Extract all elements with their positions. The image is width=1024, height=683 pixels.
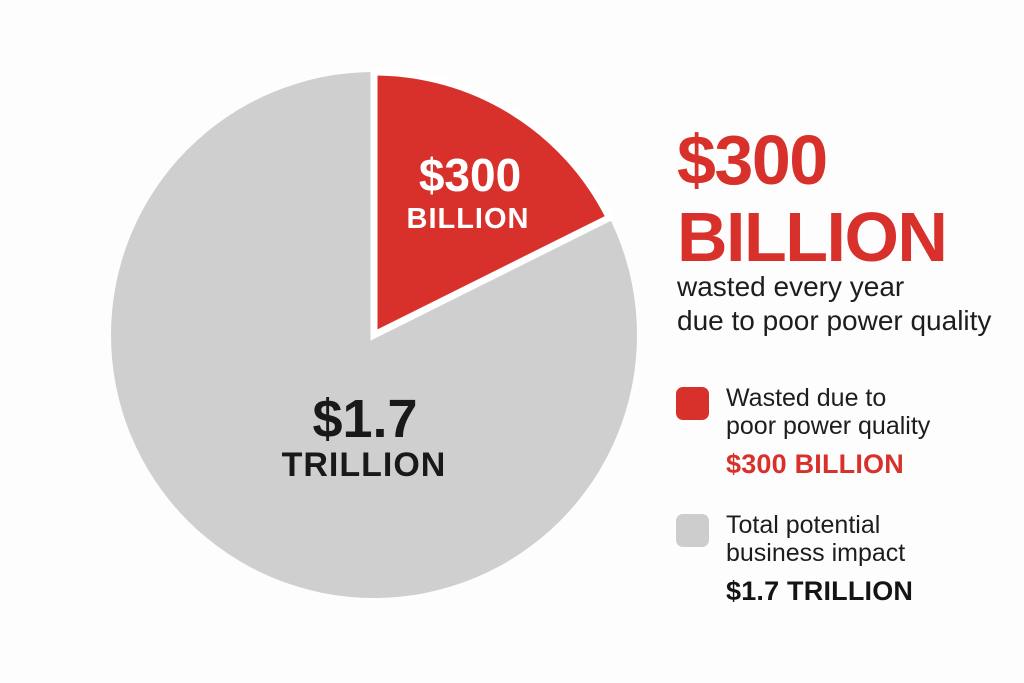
headline-unit: BILLION xyxy=(677,198,948,276)
legend-value-wasted: $300 BILLION xyxy=(726,449,904,479)
legend-text-wasted: Wasted due to poor power quality $300 BI… xyxy=(726,384,930,480)
legend-item-total: Total potential business impact $1.7 TRI… xyxy=(676,511,930,607)
legend-label-line: poor power quality xyxy=(726,412,931,440)
legend-label-line: business impact xyxy=(726,539,906,567)
pie-slice-wasted-power-quality xyxy=(370,70,615,341)
legend-text-total: Total potential business impact $1.7 TRI… xyxy=(726,511,913,607)
pie-label-wasted-unit: BILLION xyxy=(407,203,530,235)
legend-value-total: $1.7 TRILLION xyxy=(726,576,914,606)
subheadline-line2: due to poor power quality xyxy=(677,305,992,336)
subheadline: wasted every year due to poor power qual… xyxy=(677,270,991,338)
legend: Wasted due to poor power quality $300 BI… xyxy=(676,384,930,607)
legend-label-line: Wasted due to xyxy=(726,384,887,412)
legend-swatch-red xyxy=(676,387,709,420)
legend-swatch-gray xyxy=(676,514,709,547)
pie-label-wasted-value: $300 xyxy=(419,149,521,201)
headline-value: $300 xyxy=(677,121,828,199)
pie-chart: $300 BILLION $1.7 TRILLION xyxy=(111,70,637,598)
subheadline-line1: wasted every year xyxy=(677,271,905,302)
headline: $300 BILLION xyxy=(677,121,948,276)
legend-item-wasted: Wasted due to poor power quality $300 BI… xyxy=(676,384,930,480)
legend-label-line: Total potential xyxy=(726,511,881,539)
pie-label-total-unit: TRILLION xyxy=(282,446,447,484)
pie-label-total-value: $1.7 xyxy=(312,389,417,449)
